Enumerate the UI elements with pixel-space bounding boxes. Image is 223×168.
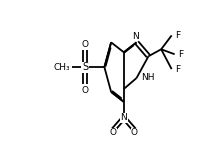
Text: F: F (178, 50, 183, 59)
Text: N: N (132, 32, 139, 41)
Text: S: S (82, 62, 88, 72)
Text: N: N (120, 113, 127, 122)
Text: F: F (175, 31, 180, 40)
Text: O: O (81, 86, 89, 95)
Text: O: O (110, 128, 117, 137)
Text: F: F (175, 65, 180, 74)
Text: O: O (131, 128, 138, 137)
Text: NH: NH (141, 73, 154, 82)
Text: O: O (81, 40, 89, 49)
Text: CH₃: CH₃ (54, 63, 71, 72)
